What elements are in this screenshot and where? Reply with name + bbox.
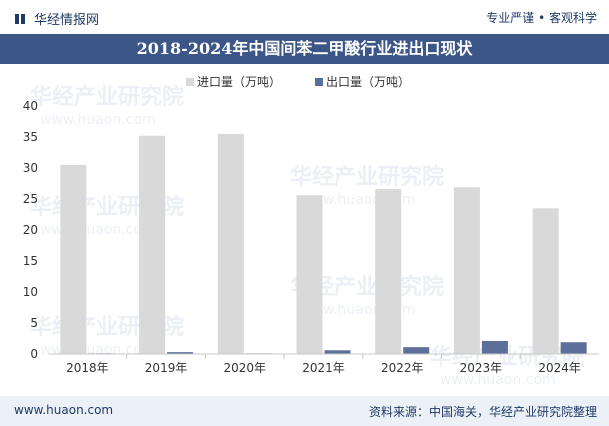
footer-source: 资料来源：中国海关，华经产业研究院整理 — [368, 405, 597, 419]
y-tick-label: 30 — [23, 161, 38, 175]
watermark-url: www.huaon.com — [40, 112, 156, 128]
y-tick-label: 20 — [23, 223, 38, 237]
watermark-name: 华经产业研究院 — [290, 164, 444, 190]
x-tick-label: 2018年 — [66, 361, 109, 375]
y-tick-label: 15 — [23, 254, 38, 268]
y-tick-label: 35 — [23, 130, 38, 144]
brand-logo-icon — [15, 13, 25, 24]
chart-title: 2018-2024年中国间苯二甲酸行业进出口现状 — [136, 39, 473, 58]
y-tick-label: 5 — [30, 316, 38, 330]
y-tick-label: 0 — [30, 347, 38, 361]
x-tick-label: 2019年 — [145, 361, 188, 375]
footer-website: www.huaon.com — [14, 403, 114, 417]
y-tick-label: 40 — [23, 99, 38, 113]
legend-swatch-export — [315, 78, 323, 86]
title-bar — [0, 34, 609, 64]
bar-import-5 — [453, 187, 480, 354]
footer-bar — [0, 396, 609, 426]
legend-swatch-import — [186, 78, 194, 86]
bar-export-1 — [167, 352, 194, 354]
legend-label-export: 出口量（万吨） — [326, 75, 410, 89]
brand-name: 华经情报网 — [34, 13, 100, 28]
bar-import-2 — [217, 133, 244, 354]
watermark-name: 华经产业研究院 — [30, 84, 184, 110]
legend-label-import: 进口量（万吨） — [197, 75, 281, 89]
slogan: 专业严谨 • 客观科学 — [486, 11, 597, 25]
y-axis: 0 5 10 15 20 25 30 35 40 — [23, 99, 38, 361]
bar-import-4 — [375, 189, 402, 354]
bar-import-6 — [532, 208, 559, 354]
watermark-url: www.huaon.com — [40, 342, 156, 358]
bars — [60, 133, 587, 354]
x-tick-label: 2023年 — [460, 361, 503, 375]
watermark-url: www.huaon.com — [40, 222, 156, 238]
y-tick-label: 25 — [23, 192, 38, 206]
x-axis: 2018年 2019年 2020年 2021年 2022年 2023年 2024年 — [48, 353, 599, 375]
x-tick-label: 2021年 — [302, 361, 345, 375]
bar-export-6 — [560, 342, 587, 354]
bar-export-3 — [324, 350, 351, 354]
bar-export-4 — [403, 347, 430, 354]
bar-export-5 — [481, 340, 508, 354]
x-tick-label: 2020年 — [224, 361, 267, 375]
legend: 进口量（万吨） 出口量（万吨） — [186, 75, 410, 89]
watermark-url: www.huaon.com — [440, 372, 556, 388]
brand: 华经情报网 — [14, 9, 99, 28]
bar-import-3 — [296, 195, 323, 354]
bar-import-0 — [60, 164, 87, 354]
x-tick-label: 2024年 — [538, 361, 581, 375]
y-tick-label: 10 — [23, 285, 38, 299]
bar-import-1 — [139, 135, 166, 354]
top-bar: 华经情报网 专业严谨 • 客观科学 — [0, 0, 609, 34]
chart: 华经产业研究院 www.huaon.com 华经产业研究院 www.huaon.com… — [23, 75, 599, 388]
x-tick-label: 2022年 — [381, 361, 424, 375]
